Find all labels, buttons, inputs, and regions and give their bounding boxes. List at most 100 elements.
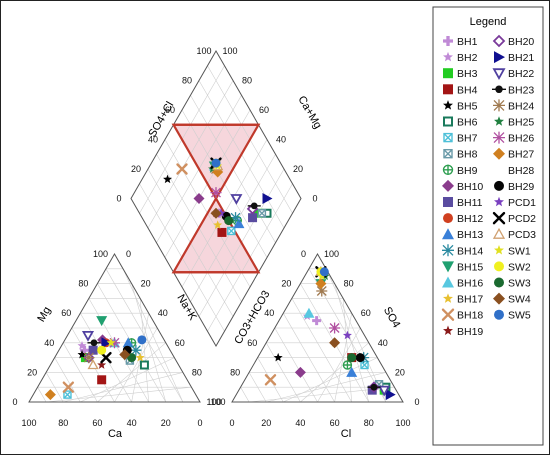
data-point-anion-bh10 [295, 367, 306, 378]
data-point-diamond-bh10 [194, 193, 205, 204]
data-point-diamond-sw3 [224, 216, 233, 225]
legend-label: BH27 [508, 149, 534, 161]
diamond-left-tick-label: 20 [131, 164, 141, 174]
legend-label: SW1 [508, 245, 531, 257]
anion-right-tick-label: 20 [395, 367, 405, 377]
legend-label: BH25 [508, 117, 534, 129]
cation-right-tick-label: 60 [175, 338, 185, 348]
anion-right-tick-label: 80 [344, 279, 354, 289]
anion-bottom-tick-label: 0 [229, 418, 234, 428]
legend-label: BH5 [457, 100, 478, 112]
legend-label: BH7 [457, 133, 478, 145]
legend-label: BH1 [457, 36, 478, 48]
legend-marker-bh14 [442, 244, 454, 256]
data-point-diamond-sw5 [212, 159, 221, 168]
data-point-cation-bh22 [83, 332, 92, 340]
legend-marker-bh8 [444, 150, 452, 158]
data-point-anion-bh29 [356, 353, 365, 362]
data-point-diamond-bh5 [163, 175, 172, 184]
legend-marker-bh12 [443, 213, 453, 223]
legend-label: BH29 [508, 181, 534, 193]
data-point-anion-sw5 [320, 267, 329, 276]
legend-label: BH8 [457, 149, 478, 161]
legend-label: BH16 [457, 278, 483, 290]
anion-bottom-tick-label: 40 [295, 418, 305, 428]
legend-label: PCD1 [508, 197, 536, 209]
data-point-diamond-bh26 [211, 187, 222, 198]
diamond-left-tick-label: 40 [148, 135, 158, 145]
data-point-cation-sw2 [97, 346, 106, 355]
diamond-right-tick-label: 20 [293, 164, 303, 174]
data-point-anion-bh18 [266, 375, 275, 384]
anion-right-tick-label: 100 [324, 249, 339, 259]
diamond-right-tick-label: 40 [276, 135, 286, 145]
cation-left-tick-label: 20 [27, 367, 37, 377]
legend-marker-bh4 [443, 84, 453, 94]
legend-label: BH9 [457, 165, 478, 177]
data-point-anion-bh16 [303, 308, 314, 318]
legend-label: BH22 [508, 68, 534, 80]
diamond-left-tick-label: 100 [196, 46, 211, 56]
cation-right-tick-label: 20 [141, 279, 151, 289]
legend-label: SW5 [508, 310, 531, 322]
legend-label: PCD2 [508, 213, 536, 225]
anion-right-tick-label: 0 [414, 397, 419, 407]
legend-label: BH21 [508, 52, 534, 64]
legend-label: BH10 [457, 181, 483, 193]
data-point-cation-sw5 [137, 335, 146, 344]
legend-item-bh24: BH24 [493, 99, 534, 112]
cation-bottom-tick-label: 0 [197, 418, 202, 428]
anion-right-tick-label: 40 [378, 338, 388, 348]
anion-left-tick-label: 40 [264, 308, 274, 318]
anion-right-tick-label: 60 [361, 308, 371, 318]
data-point-cation-bh6 [141, 362, 148, 369]
data-point-anion-bh5 [274, 353, 283, 362]
legend-label: BH6 [457, 117, 478, 129]
legend-label: SW4 [508, 294, 531, 306]
data-point-diamond-bh8 [258, 210, 265, 217]
cation-bottom-tick-label: 20 [161, 418, 171, 428]
cation-grid-line [115, 328, 158, 402]
legend-marker-bh29 [494, 181, 504, 191]
cation-left-tick-label: 80 [78, 279, 88, 289]
legend-item-bh20: BH20 [494, 36, 534, 48]
cation-left-tick-label: 60 [61, 308, 71, 318]
anion-bottom-tick-label: 100 [395, 418, 410, 428]
legend-marker-bh11 [443, 197, 453, 207]
anion-left-tick-label: 20 [281, 279, 291, 289]
cation-right-tick-label: 80 [192, 367, 202, 377]
cation-right-tick-label: 0 [126, 249, 131, 259]
legend-label: BH19 [457, 326, 483, 338]
legend-marker-sw3 [494, 278, 504, 288]
anion-grid-line [275, 328, 318, 402]
data-point-diamond-bh7 [228, 227, 235, 234]
diamond-right-tick-label: 60 [259, 105, 269, 115]
legend-item-bh14: BH14 [442, 244, 483, 257]
diamond-left-tick-label: 60 [165, 105, 175, 115]
legend-label: BH24 [508, 100, 534, 112]
data-point-cation-bh4 [97, 375, 106, 384]
data-point-cation-bh17 [136, 353, 145, 362]
legend-marker-sw5 [494, 310, 504, 320]
legend-marker-sw2 [494, 261, 504, 271]
diamond-right-tick-label: 80 [242, 76, 252, 86]
legend-label: BH3 [457, 68, 478, 80]
legend-title: Legend [470, 16, 507, 28]
legend-label: BH2 [457, 52, 478, 64]
data-point-anion-bh26 [329, 323, 340, 334]
legend-item-bh15: BH15 [442, 261, 483, 273]
cation-left-tick-label: 0 [12, 397, 17, 407]
legend-marker-bh26 [493, 132, 505, 144]
cation-bottom-tick-label: 40 [127, 418, 137, 428]
data-point-diamond-bh22 [232, 195, 241, 203]
legend-label: BH15 [457, 261, 483, 273]
data-point-diamond-bh18 [178, 165, 187, 174]
legend-label: BH13 [457, 229, 483, 241]
legend-marker-bh3 [443, 68, 453, 78]
legend-label: BH17 [457, 294, 483, 306]
data-point-cation-bh15 [96, 316, 107, 326]
data-point-anion-bh7 [361, 362, 368, 369]
cation-grid-line [123, 269, 183, 402]
legend-label: SW3 [508, 278, 531, 290]
